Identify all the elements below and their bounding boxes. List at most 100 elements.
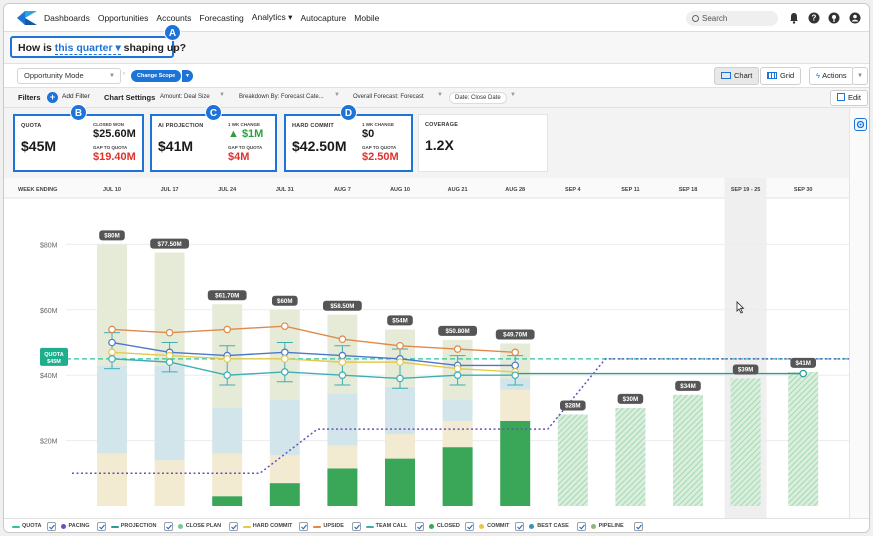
chart-view-button[interactable]: Chart — [714, 67, 760, 85]
total-label: $28M — [565, 403, 580, 410]
ai-gap-value: $4M — [228, 151, 250, 163]
quota-gap-label: GAP TO QUOTA — [93, 145, 128, 150]
total-label-bg — [560, 400, 586, 411]
legend-checkbox[interactable] — [576, 522, 586, 531]
ai-gap-label: GAP TO QUOTA — [228, 145, 263, 150]
search-input[interactable]: Search — [686, 11, 778, 26]
nav-autocapture[interactable]: Autocapture — [300, 12, 347, 23]
bolt-icon: ϟ — [816, 71, 820, 80]
legend-checkbox[interactable] — [351, 522, 361, 531]
search-placeholder: Search — [702, 14, 728, 23]
x-tick-label: SEP 30 — [794, 187, 813, 193]
location-pin-icon[interactable] — [828, 12, 840, 24]
actions-dropdown-button[interactable]: ▼ — [852, 67, 868, 85]
amount-filter[interactable]: Amount: Deal Size — [160, 94, 210, 100]
grid-view-button[interactable]: Grid — [760, 67, 802, 85]
point-commit — [338, 358, 347, 366]
line-commit — [111, 351, 516, 373]
breakdown-filter[interactable]: Breakdown By: Forecast Cate... — [239, 94, 324, 100]
legend-label: CLOSE PLAN — [185, 523, 222, 529]
bar-segment-best-case — [154, 365, 185, 461]
total-label-bg — [790, 357, 816, 368]
closed-won-label: CLOSED WON — [93, 122, 124, 127]
chevron-down-icon[interactable]: ▼ — [510, 92, 516, 98]
bar-segment-closed — [500, 420, 531, 506]
quota-label-bg — [40, 347, 68, 366]
app-logo-icon[interactable] — [16, 9, 38, 27]
chart-settings-label: Chart Settings — [104, 93, 156, 102]
edit-button[interactable]: Edit — [830, 90, 868, 106]
settings-icon[interactable] — [854, 118, 867, 131]
total-label-bg — [272, 295, 298, 306]
nav-opportunities[interactable]: Opportunities — [97, 12, 149, 23]
app-window: Dashboards Opportunities Accounts Foreca… — [3, 3, 870, 533]
bar-segment-projection — [557, 414, 588, 506]
hard-commit-card[interactable]: HARD COMMIT $42.50M 1 WK CHANGE $0 GAP T… — [284, 114, 413, 172]
callout-badge-a: A — [164, 24, 181, 41]
line-upside — [111, 325, 516, 354]
date-filter[interactable]: Date: Close Date — [449, 92, 507, 104]
mode-select[interactable]: Opportunity Mode ▼ — [17, 68, 121, 84]
nav-accounts[interactable]: Accounts — [156, 12, 192, 23]
legend-checkbox[interactable] — [299, 522, 309, 531]
legend-checkbox[interactable] — [228, 522, 238, 531]
point-commit — [223, 355, 232, 363]
legend-checkbox[interactable] — [46, 522, 56, 531]
x-tick-label: AUG 21 — [448, 187, 468, 193]
nav-dashboards[interactable]: Dashboards — [44, 12, 90, 23]
chevron-down-icon[interactable]: ▼ — [219, 92, 225, 98]
total-label-bg — [617, 393, 644, 404]
nav-forecasting[interactable]: Forecasting — [199, 12, 244, 23]
legend-checkbox[interactable] — [96, 522, 106, 531]
x-axis-title: WEEK ENDING — [18, 187, 57, 193]
add-filter-icon[interactable]: + — [47, 92, 58, 103]
legend-checkbox[interactable] — [634, 522, 644, 531]
chevron-down-icon[interactable]: ▼ — [334, 92, 340, 98]
line-best-case — [111, 341, 516, 367]
coverage-label: COVERAGE — [425, 122, 459, 128]
point-team-call — [453, 371, 462, 380]
notification-bell-icon[interactable] — [788, 12, 800, 24]
ai-projection-label: AI PROJECTION — [158, 123, 204, 129]
coverage-card[interactable]: COVERAGE 1.2X — [418, 114, 548, 172]
point-upside — [453, 345, 462, 353]
quota-label-text: QUOTA — [44, 352, 63, 358]
legend-checkbox[interactable] — [465, 522, 475, 531]
add-filter-button[interactable]: Add Filter — [62, 93, 90, 100]
total-label-bg — [675, 380, 701, 391]
x-tick-label: SEP 18 — [679, 187, 698, 193]
total-label: $41M — [795, 360, 810, 367]
scope-dropdown-button[interactable]: ▼ — [181, 70, 193, 82]
bar-segment-best-case — [385, 386, 415, 435]
x-tick-label: JUL 31 — [276, 187, 294, 193]
chevron-right-icon: › — [123, 71, 125, 77]
search-icon — [692, 15, 699, 22]
user-avatar-icon[interactable] — [849, 12, 861, 24]
top-nav: Dashboards Opportunities Accounts Foreca… — [4, 4, 869, 32]
ai-week-change-label: 1 WK CHANGE — [228, 122, 261, 127]
nav-analytics[interactable]: Analytics ▾ — [251, 12, 293, 22]
period-dropdown[interactable]: this quarter ▾ — [54, 42, 121, 55]
change-scope-button[interactable]: Change Scope — [131, 70, 182, 82]
legend-checkbox[interactable] — [163, 522, 173, 531]
legend-swatch-icon — [12, 526, 20, 528]
point-upside — [338, 335, 347, 344]
overall-forecast-filter[interactable]: Overall Forecast: Forecast — [353, 94, 424, 100]
grid-view-label: Grid — [780, 71, 795, 80]
question-prefix: How is — [18, 42, 52, 54]
bar-segment-projection — [730, 378, 761, 506]
callout-badge-b: B — [70, 104, 87, 121]
ai-projection-card[interactable]: AI PROJECTION $41M 1 WK CHANGE ▲ $1M GAP… — [150, 114, 277, 172]
quota-card[interactable]: QUOTA $45M CLOSED WON $25.60M GAP TO QUO… — [13, 114, 144, 172]
legend-label: PIPELINE — [598, 523, 624, 529]
ai-week-change-value: ▲ $1M — [228, 128, 264, 140]
coverage-value: 1.2X — [425, 137, 454, 153]
chevron-down-icon[interactable]: ▼ — [437, 92, 443, 98]
legend-checkbox[interactable] — [414, 522, 424, 531]
legend-checkbox[interactable] — [515, 522, 525, 531]
actions-button[interactable]: ϟ Actions — [809, 67, 854, 85]
hard-gap-label: GAP TO QUOTA — [362, 145, 397, 150]
y-tick-label: $60M — [40, 308, 58, 315]
nav-mobile[interactable]: Mobile — [354, 12, 380, 23]
help-icon[interactable]: ? — [808, 12, 820, 24]
